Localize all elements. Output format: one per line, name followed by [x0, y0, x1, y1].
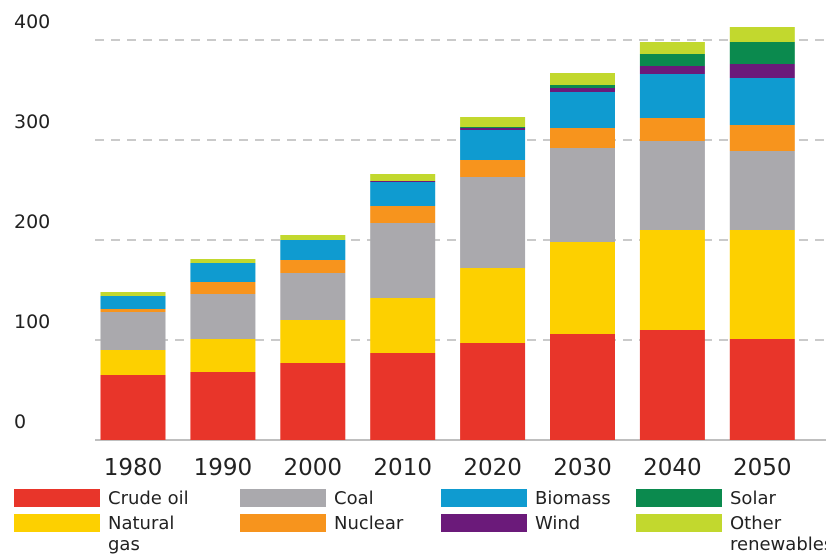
y-tick-label: 100	[14, 311, 50, 333]
bar-segment	[370, 182, 436, 206]
legend-swatch	[14, 514, 100, 532]
x-tick-label: 2040	[643, 455, 702, 480]
bar-segment	[370, 223, 436, 298]
legend-item: Crude oil	[14, 488, 196, 509]
legend-label: Natural gas	[108, 513, 175, 555]
bar-segment	[460, 160, 526, 177]
bar-segment	[190, 294, 256, 339]
legend-swatch	[14, 489, 100, 507]
legend-item: Biomass	[441, 488, 623, 509]
bar-segment	[729, 27, 795, 42]
bar-segment	[460, 117, 526, 127]
bar-segment	[190, 282, 256, 294]
bar-segment	[550, 242, 615, 334]
bar-segment	[729, 64, 795, 78]
bar-segment	[280, 235, 346, 240]
bar-segment	[550, 148, 615, 242]
bar-segment	[370, 181, 436, 182]
bar-segment	[639, 230, 705, 330]
legend-label: Solar	[730, 488, 776, 509]
bar-segment	[100, 309, 166, 312]
bar-segment	[460, 127, 526, 128]
y-tick-label: 300	[14, 111, 50, 133]
legend-swatch	[636, 514, 722, 532]
bar-segment	[280, 363, 346, 440]
bar-segment	[639, 66, 705, 74]
x-tick-label: 1980	[104, 455, 163, 480]
legend-item: Wind	[441, 513, 623, 534]
bar-segment	[550, 92, 615, 128]
bar-segment	[550, 85, 615, 88]
legend-swatch	[240, 514, 326, 532]
bar-segment	[370, 174, 436, 181]
legend-label: Other renewables	[730, 513, 826, 555]
legend-item: Other renewables	[636, 513, 826, 555]
bar-segment	[100, 350, 166, 375]
bar-segment	[280, 273, 346, 320]
bar-segment	[460, 128, 526, 130]
bar-segment	[729, 230, 795, 339]
bar-segment	[550, 88, 615, 92]
legend-swatch	[636, 489, 722, 507]
bar-segment	[639, 54, 705, 66]
bar-segment	[100, 312, 166, 350]
y-tick-label: 400	[14, 11, 50, 33]
bar-segment	[100, 292, 166, 296]
legend-label: Coal	[334, 488, 374, 509]
y-tick-label: 200	[14, 211, 50, 233]
bar-segment	[190, 372, 256, 440]
bar-segment	[280, 240, 346, 260]
x-tick-label: 2030	[553, 455, 612, 480]
bar-segment	[639, 118, 705, 141]
legend-swatch	[441, 489, 527, 507]
x-tick-label: 1990	[194, 455, 253, 480]
x-tick-label: 2010	[373, 455, 432, 480]
bar-segment	[280, 320, 346, 363]
legend-item: Solar	[636, 488, 818, 509]
legend-item: Natural gas	[14, 513, 196, 555]
bar-segment	[729, 339, 795, 440]
legend-label: Wind	[535, 513, 581, 534]
legend-label: Nuclear	[334, 513, 404, 534]
bar-segment	[280, 260, 346, 273]
legend-item: Coal	[240, 488, 422, 509]
bar-segment	[460, 268, 526, 343]
bar-segment	[639, 74, 705, 118]
legend-swatch	[441, 514, 527, 532]
legend-item: Nuclear	[240, 513, 422, 534]
bar-segment	[190, 259, 256, 263]
legend-label: Biomass	[535, 488, 611, 509]
bar-segment	[550, 73, 615, 85]
x-tick-label: 2050	[733, 455, 792, 480]
bar-segment	[639, 42, 705, 54]
bar-segment	[100, 296, 166, 309]
bar-segment	[460, 177, 526, 268]
chart: 0 100 200 300 400 1980 1990 2000 2010 2020 2030 204…	[14, 11, 826, 480]
x-tick-label: 2000	[284, 455, 343, 480]
bar-segment	[639, 141, 705, 230]
bar-segment	[190, 263, 256, 282]
bar-segment	[729, 125, 795, 151]
legend-swatch	[240, 489, 326, 507]
y-tick-label: 0	[14, 411, 26, 433]
bar-segment	[370, 206, 436, 223]
bar-segment	[370, 298, 436, 353]
bar-segment	[100, 375, 166, 440]
bar-segment	[729, 78, 795, 125]
bar-segment	[190, 339, 256, 372]
bar-segment	[370, 353, 436, 440]
bar-segment	[639, 330, 705, 440]
bar-segment	[460, 343, 526, 440]
bar-segment	[550, 334, 615, 440]
bar-segment	[729, 42, 795, 64]
bar-segment	[550, 128, 615, 148]
legend-label: Crude oil	[108, 488, 189, 509]
x-tick-label: 2020	[463, 455, 522, 480]
bar-segment	[460, 130, 526, 160]
bar-segment	[729, 151, 795, 230]
